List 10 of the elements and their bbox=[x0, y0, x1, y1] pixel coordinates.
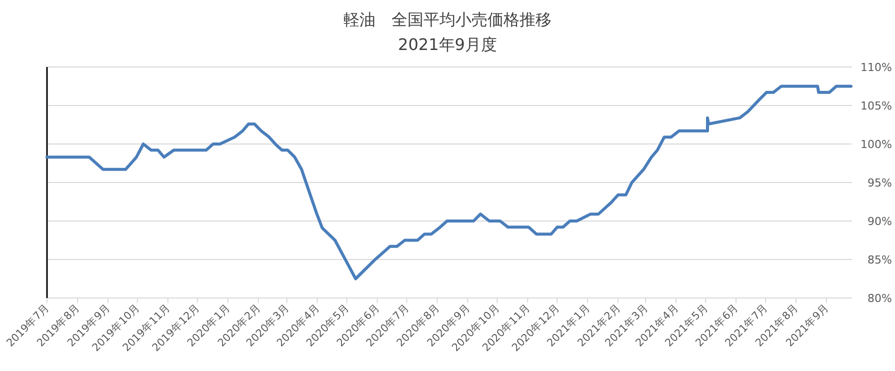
line-series bbox=[46, 84, 853, 280]
y-tick-label: 105% bbox=[860, 100, 892, 112]
y-tick-label: 95% bbox=[868, 176, 892, 190]
chart-subtitle: 2021年9月度 bbox=[398, 35, 497, 54]
y-tick-label: 80% bbox=[868, 292, 892, 305]
y-tick-label: 85% bbox=[868, 254, 892, 266]
chart-title: 軽油 全国平均小売価格推移 bbox=[344, 10, 552, 29]
y-tick-label: 90% bbox=[868, 215, 892, 228]
y-tick-label: 100% bbox=[860, 138, 892, 151]
y-tick-label: 110% bbox=[860, 61, 892, 74]
